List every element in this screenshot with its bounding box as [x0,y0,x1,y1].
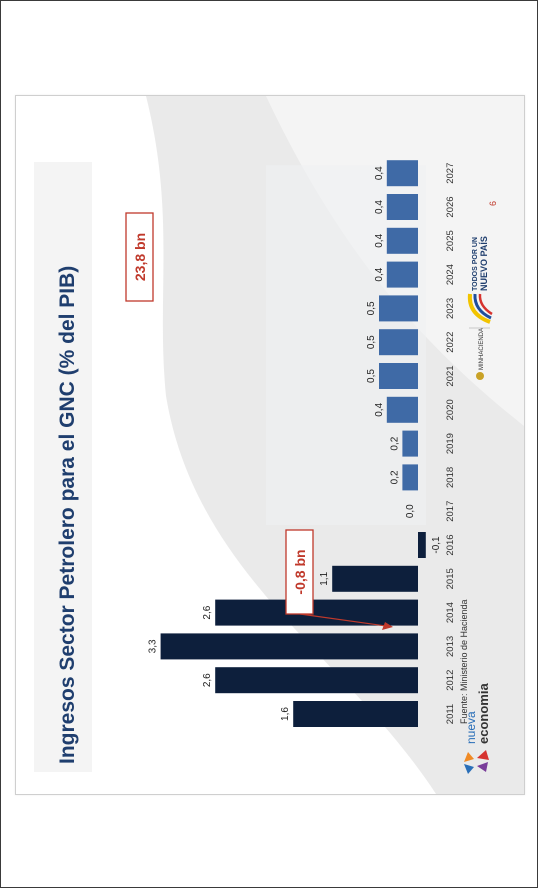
flag-swoosh-red [478,293,493,316]
x-tick-2016: 2016 [445,534,456,555]
callout-2016-label: -0,8 bn [292,549,308,594]
x-tick-2027: 2027 [445,163,456,184]
x-tick-2022: 2022 [445,332,456,353]
value-label-2011: 1,6 [280,707,291,721]
flag-swoosh-yellow [467,293,491,324]
logo-mark-orange [464,752,474,762]
callout-2016-leader [299,613,387,627]
bar-2026 [386,194,418,220]
x-tick-2025: 2025 [445,230,456,251]
value-label-2020: 0,4 [374,402,385,416]
value-label-2025: 0,4 [374,233,385,247]
value-label-2015: 1,1 [319,571,330,585]
bar-2018 [402,464,418,491]
page-number: 6 [488,201,498,206]
value-label-2023: 0,5 [366,301,377,315]
bar-2021 [379,363,418,389]
minhacienda-seal-icon [476,372,484,380]
x-tick-2024: 2024 [445,264,456,285]
slide: Ingresos Sector Petrolero para el GNC (%… [15,95,525,795]
bar-2022 [379,329,418,356]
x-tick-2013: 2013 [445,636,456,657]
logo-nueva: nueva [464,711,478,744]
x-tick-2020: 2020 [445,399,456,420]
value-label-2016: -0,1 [431,536,442,554]
value-label-2012: 2,6 [202,673,213,687]
x-tick-2026: 2026 [445,196,456,217]
callout-2013-label: 23,8 bn [132,233,148,281]
projection-period-shade [266,165,426,526]
value-label-2027: 0,4 [374,166,385,180]
x-tick-2012: 2012 [445,670,456,691]
bar-2023 [379,295,418,322]
bar-2019 [402,430,418,457]
logo-mark-blue [464,764,474,774]
bar-2016 [418,532,426,558]
logo-economia: economia [476,683,491,744]
logo-mark-purple [477,762,488,772]
slide-title: Ingresos Sector Petrolero para el GNC (%… [56,266,79,764]
bar-2014 [215,599,418,626]
value-label-2019: 0,2 [389,436,400,450]
bar-2027 [386,160,418,187]
value-label-2022: 0,5 [366,335,377,349]
bar-2015 [332,565,419,592]
bar-2024 [386,261,418,288]
x-tick-2023: 2023 [445,298,456,319]
value-label-2014: 2,6 [202,605,213,619]
x-tick-2018: 2018 [445,467,456,488]
bar-2025 [386,227,418,254]
nueva-economia-logo: nueva economia [464,683,491,774]
value-label-2013: 3,3 [148,639,159,653]
x-tick-2021: 2021 [445,365,456,386]
source-note: Fuente: Ministerio de Hacienda [459,599,469,724]
bar-2013 [160,633,418,660]
bar-2012 [215,667,418,694]
value-label-2017: 0,0 [405,504,416,518]
minhacienda-label: MINHACIENDA [479,328,485,370]
x-tick-2015: 2015 [445,568,456,589]
title-banner [34,162,92,772]
todos-line1: TODOS POR UN [472,237,479,291]
callout-2013-box [125,212,154,302]
minhacienda-logo: MINHACIENDA [476,328,485,380]
value-label-2021: 0,5 [366,369,377,383]
todos-por-un-nuevo-pais-logo: TODOS POR UN NUEVO PAÍS [467,236,493,324]
bar-2011 [293,701,419,727]
callout-2016-arrowhead [382,622,393,630]
slide-canvas: Ingresos Sector Petrolero para el GNC (%… [34,96,524,794]
logo-mark-red [477,750,489,760]
todos-line2: NUEVO PAÍS [479,236,489,291]
value-label-2024: 0,4 [374,267,385,281]
bar-2020 [386,396,418,423]
x-tick-2019: 2019 [445,433,456,454]
x-tick-2017: 2017 [445,501,456,522]
flag-swoosh-blue [473,293,492,320]
x-tick-2014: 2014 [445,602,456,623]
callout-2016-box [285,529,314,615]
value-label-2018: 0,2 [389,470,400,484]
x-tick-2011: 2011 [445,704,456,724]
value-label-2026: 0,4 [374,200,385,214]
